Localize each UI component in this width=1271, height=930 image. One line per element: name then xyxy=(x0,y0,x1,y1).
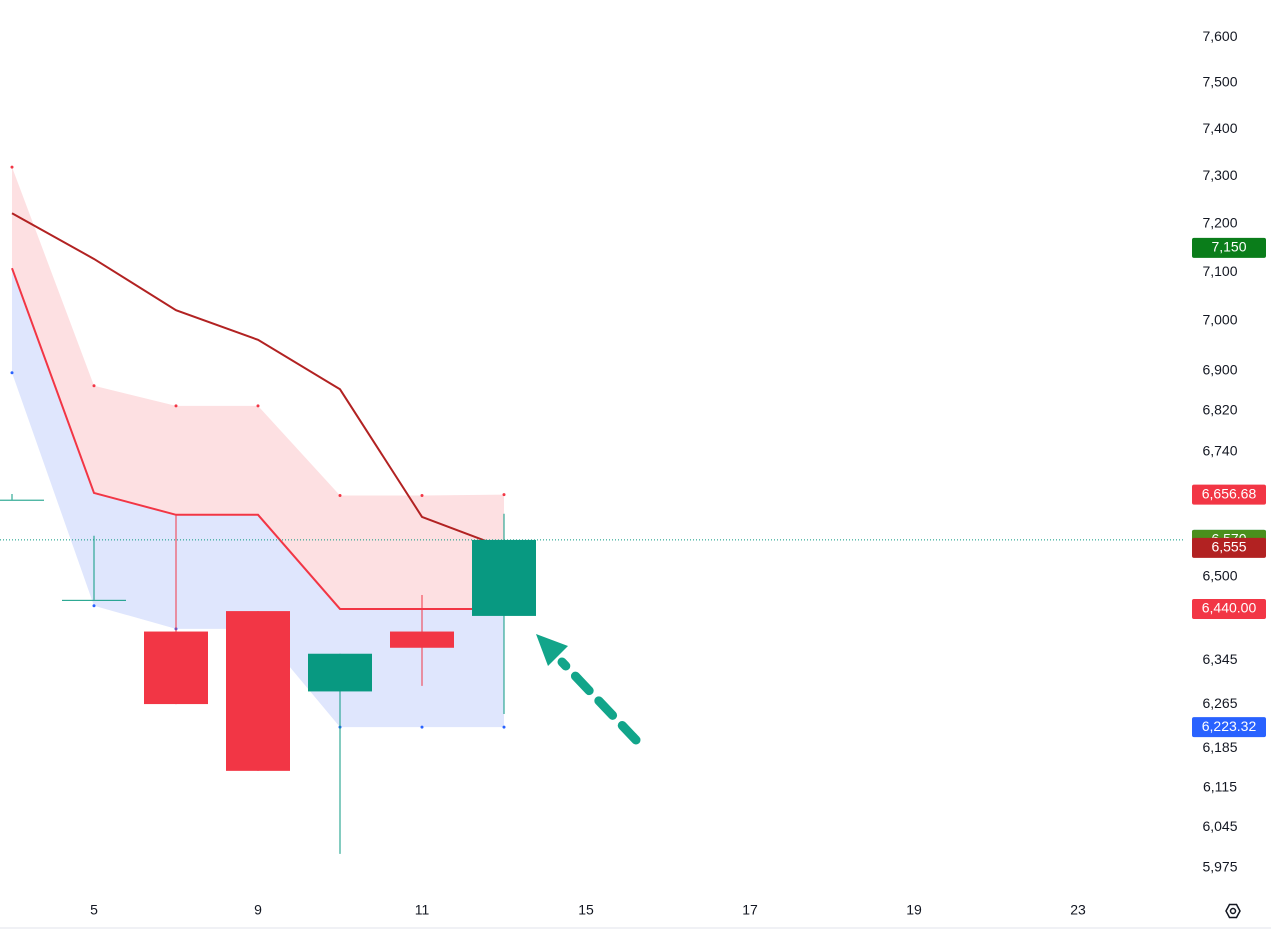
upper-cloud xyxy=(12,167,504,609)
y-tick-label: 6,820 xyxy=(1202,402,1237,418)
candle-body xyxy=(0,499,44,501)
upper-dot xyxy=(338,494,342,498)
y-tick-label: 6,185 xyxy=(1202,739,1237,755)
y-tick-label: 6,900 xyxy=(1202,361,1237,377)
x-tick-label: 19 xyxy=(906,902,922,918)
settings-hex xyxy=(1225,903,1241,919)
price-label-box xyxy=(1192,237,1266,258)
lower-cloud xyxy=(12,268,504,728)
price-label: 6,555 xyxy=(1211,539,1246,555)
upper-dot xyxy=(10,165,14,169)
y-tick-label: 7,500 xyxy=(1202,73,1237,89)
settings-icon[interactable] xyxy=(1225,903,1241,919)
y-tick-label: 5,975 xyxy=(1202,858,1237,874)
candle-body xyxy=(62,599,126,601)
arrow-shaft xyxy=(557,657,641,745)
ma-line xyxy=(11,212,505,549)
settings-dot xyxy=(1229,907,1237,915)
candle-body xyxy=(144,631,208,705)
x-tick-label: 17 xyxy=(742,902,758,918)
x-tick-label: 15 xyxy=(578,902,594,918)
lower-dot xyxy=(502,725,506,729)
y-tick-label: 6,740 xyxy=(1202,442,1237,458)
y-tick-label: 7,000 xyxy=(1202,312,1237,328)
price-label: 6,656.68 xyxy=(1202,485,1257,501)
candle-body xyxy=(308,653,372,692)
price-label: 6,440.00 xyxy=(1202,600,1257,616)
y-tick-label: 6,045 xyxy=(1202,818,1237,834)
upper-dot xyxy=(92,384,96,388)
lower-dot xyxy=(420,725,424,729)
annotation-arrow xyxy=(536,634,641,745)
y-tick-label: 7,200 xyxy=(1202,214,1237,230)
upper-dot xyxy=(174,404,178,408)
candle-body xyxy=(390,631,454,648)
price-label-box xyxy=(1192,598,1266,619)
y-tick-label: 6,500 xyxy=(1202,568,1237,584)
y-tick-label: 6,345 xyxy=(1202,651,1237,667)
upper-dot xyxy=(420,494,424,498)
price-label-box xyxy=(1192,484,1266,505)
price-label-box xyxy=(1192,717,1266,738)
y-tick-label: 6,115 xyxy=(1203,778,1237,794)
y-tick-label: 6,265 xyxy=(1202,695,1237,711)
y-tick-label: 7,100 xyxy=(1202,263,1237,279)
price-label-box xyxy=(1192,537,1266,558)
x-tick-label: 5 xyxy=(90,902,98,918)
y-tick-label: 7,300 xyxy=(1202,167,1237,183)
candle-body xyxy=(472,539,536,616)
x-tick-label: 11 xyxy=(415,902,430,918)
arrow-head xyxy=(536,634,568,666)
y-tick-label: 7,400 xyxy=(1202,120,1237,136)
lower-dot xyxy=(10,371,14,375)
upper-dot xyxy=(502,493,506,497)
upper-dot xyxy=(256,404,260,408)
price-label: 6,223.32 xyxy=(1202,718,1257,734)
x-tick-label: 23 xyxy=(1070,902,1086,918)
candle-body xyxy=(226,611,290,771)
lower-dot xyxy=(92,604,96,608)
price-label: 7,150 xyxy=(1211,239,1246,255)
x-tick-label: 9 xyxy=(254,902,262,918)
plot: 7,600 7,500 7,400 7,300 7,200 7,100 7,000 6,900… xyxy=(0,28,1238,918)
y-tick-label: 7,600 xyxy=(1202,28,1237,44)
